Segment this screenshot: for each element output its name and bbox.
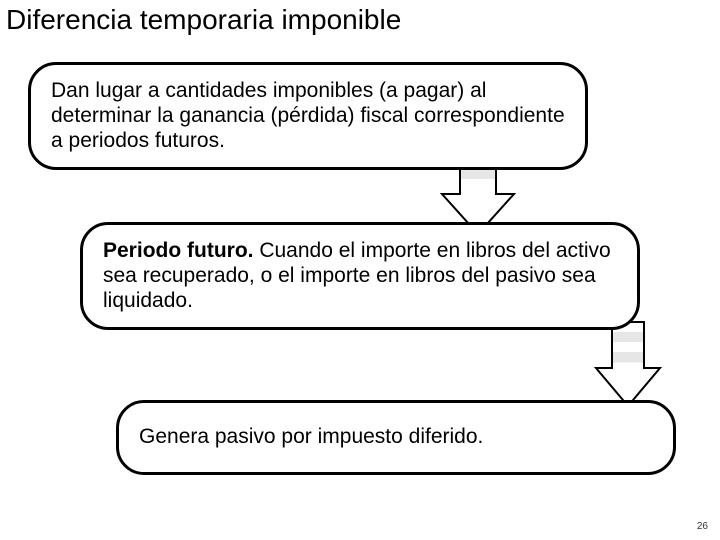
- page-number: 26: [697, 521, 708, 532]
- box-periodo-futuro: Periodo futuro. Cuando el importe en lib…: [80, 222, 640, 330]
- box-periodo-futuro-bold: Periodo futuro.: [103, 239, 254, 262]
- box-genera-pasivo: Genera pasivo por impuesto diferido.: [116, 400, 676, 475]
- down-arrow-icon: [592, 320, 664, 408]
- page-title: Diferencia temporaria imponible: [6, 4, 401, 36]
- box-definition: Dan lugar a cantidades imponibles (a pag…: [28, 62, 588, 170]
- box-genera-pasivo-text: Genera pasivo por impuesto diferido.: [139, 425, 483, 448]
- box-definition-text: Dan lugar a cantidades imponibles (a pag…: [51, 79, 565, 152]
